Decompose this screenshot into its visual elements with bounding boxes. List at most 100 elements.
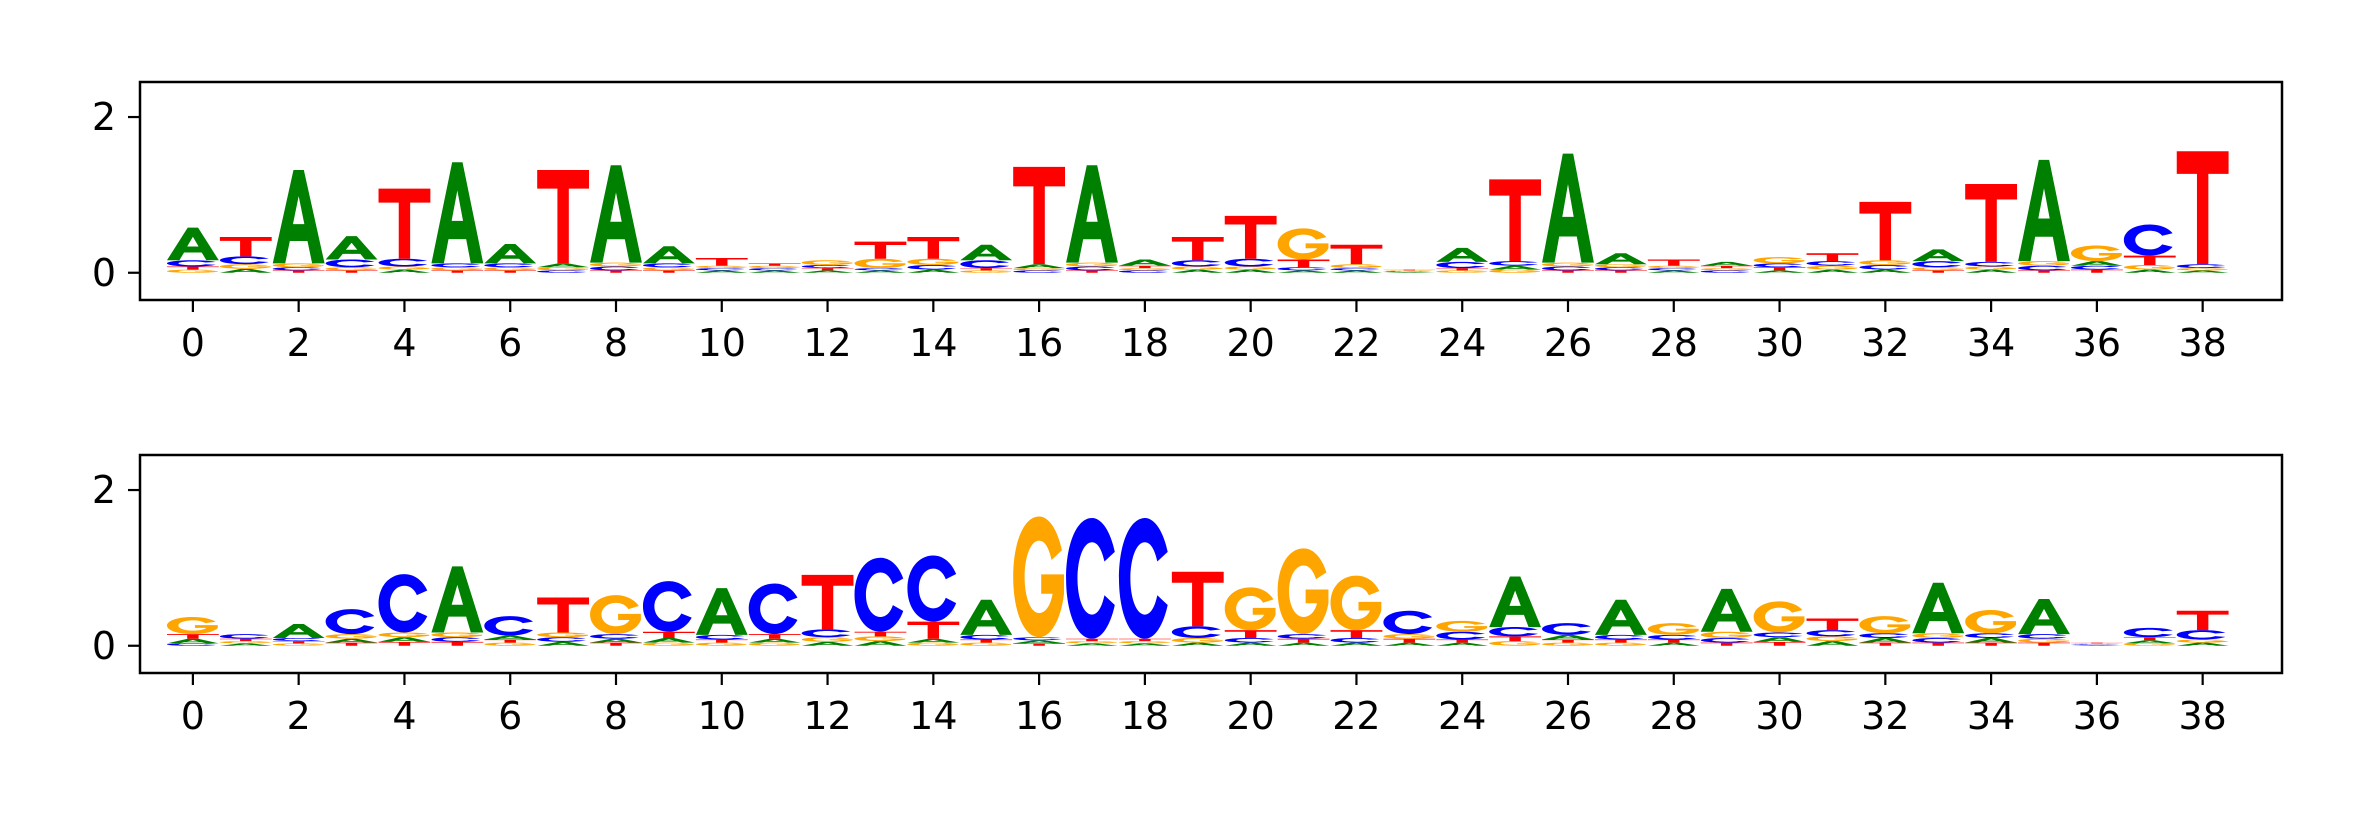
- letter-C-pos-3: [325, 259, 375, 268]
- letter-T-pos-12: [801, 268, 854, 271]
- letter-G-pos-12: [801, 260, 853, 265]
- x-tick-label: 32: [1861, 694, 1909, 738]
- letter-C-pos-28: [1647, 634, 1697, 640]
- letter-G-pos-20: [1224, 266, 1276, 270]
- letter-C-pos-32: [1859, 633, 1909, 638]
- letter-C-pos-7: [537, 270, 586, 273]
- letter-C-pos-24: [1436, 631, 1486, 640]
- letter-G-pos-27: [1594, 642, 1646, 646]
- letter-G-pos-36: [2070, 245, 2122, 262]
- letter-G-pos-33: [1912, 267, 1964, 271]
- letter-C-pos-23: [1383, 610, 1433, 635]
- letter-A-pos-21: [1277, 270, 1330, 273]
- letter-A-pos-37: [2123, 269, 2176, 273]
- letter-A-pos-14: [907, 638, 960, 643]
- letter-C-pos-16: [1013, 270, 1062, 273]
- x-tick-label: 38: [2178, 321, 2226, 365]
- letter-G-pos-3: [325, 634, 377, 639]
- letter-C-pos-24: [1436, 261, 1486, 269]
- letter-C-pos-1: [219, 634, 269, 639]
- letter-C-pos-9: [642, 581, 692, 632]
- letter-A-pos-1: [219, 643, 272, 646]
- letter-C-pos-37: [2123, 224, 2173, 256]
- x-tick-label: 4: [392, 694, 416, 738]
- letter-T-pos-14: [907, 621, 960, 639]
- letter-C-pos-34: [1965, 633, 2014, 638]
- letter-G-pos-13: [854, 258, 906, 269]
- letter-A-pos-25: [1489, 576, 1542, 628]
- letter-G-pos-18: [1118, 268, 1170, 271]
- x-tick-label: 28: [1650, 694, 1698, 738]
- letter-G-pos-18: [1118, 641, 1170, 644]
- x-tick-label: 34: [1967, 694, 2015, 738]
- letter-A-pos-29: [1700, 261, 1753, 266]
- letter-T-pos-13: [854, 241, 907, 259]
- letter-A-pos-19: [1171, 269, 1224, 273]
- letter-C-pos-10: [695, 268, 745, 271]
- letter-C-pos-5: [431, 637, 481, 642]
- letter-G-pos-31: [1806, 265, 1858, 270]
- x-tick-label: 36: [2073, 321, 2121, 365]
- letter-C-pos-8: [590, 266, 639, 271]
- letter-A-pos-35: [2018, 159, 2070, 262]
- x-tick-label: 30: [1755, 321, 1803, 365]
- letter-A-pos-25: [1489, 265, 1542, 270]
- letter-G-pos-6: [484, 267, 536, 271]
- letter-G-pos-1: [219, 641, 271, 644]
- letter-G-pos-19: [1171, 266, 1223, 270]
- letter-T-pos-6: [484, 270, 537, 273]
- letter-G-pos-20: [1224, 587, 1276, 631]
- letter-G-pos-22: [1330, 575, 1382, 631]
- x-tick-label: 2: [287, 694, 311, 738]
- letter-G-pos-29: [1700, 268, 1752, 271]
- letter-G-pos-32: [1859, 260, 1911, 265]
- letter-G-pos-37: [2123, 643, 2175, 646]
- letter-A-pos-9: [642, 637, 695, 643]
- letter-C-pos-19: [1171, 260, 1221, 267]
- x-tick-label: 14: [909, 321, 957, 365]
- letter-A-pos-20: [1224, 642, 1277, 646]
- letter-T-pos-8: [590, 270, 642, 273]
- letter-C-pos-35: [2018, 634, 2067, 639]
- letter-C-pos-18: [1118, 518, 1168, 639]
- letter-A-pos-34: [1965, 269, 2018, 273]
- letter-T-pos-19: [1171, 236, 1224, 261]
- letter-G-pos-33: [1912, 633, 1964, 638]
- letter-G-pos-0: [166, 616, 218, 635]
- letter-C-pos-17: [1066, 518, 1115, 639]
- letter-T-pos-32: [1859, 642, 1912, 646]
- letter-G-pos-24: [1436, 620, 1488, 632]
- letter-C-pos-4: [378, 258, 428, 267]
- letter-A-pos-6: [484, 635, 537, 640]
- letter-G-pos-17: [1066, 641, 1117, 644]
- letter-A-pos-34: [1965, 637, 2018, 643]
- letter-C-pos-0: [166, 643, 216, 646]
- letter-A-pos-33: [1912, 249, 1965, 262]
- letter-A-pos-17: [1066, 643, 1118, 646]
- letter-A-pos-28: [1647, 270, 1700, 273]
- letter-A-pos-17: [1066, 165, 1118, 263]
- letter-A-pos-22: [1330, 270, 1383, 273]
- letter-T-pos-33: [1912, 642, 1965, 646]
- letter-A-pos-1: [219, 268, 272, 273]
- letter-G-pos-10: [695, 642, 747, 646]
- letter-T-pos-13: [854, 631, 907, 637]
- letter-G-pos-7: [537, 267, 588, 271]
- letter-G-pos-21: [1277, 228, 1329, 260]
- x-tick-label: 10: [698, 694, 746, 738]
- y-tick-label: 2: [92, 95, 116, 139]
- x-tick-label: 28: [1650, 321, 1698, 365]
- letter-A-pos-18: [1118, 259, 1171, 266]
- letter-T-pos-5: [431, 270, 484, 273]
- letter-C-pos-33: [1912, 261, 1962, 268]
- x-tick-label: 22: [1332, 321, 1380, 365]
- letter-T-pos-25: [1489, 636, 1542, 642]
- letter-G-pos-4: [378, 632, 430, 638]
- letter-T-pos-37: [2123, 255, 2176, 265]
- letter-C-pos-26: [1542, 623, 1591, 635]
- axes-frame: [138, 453, 2284, 675]
- letter-G-pos-32: [1859, 616, 1911, 634]
- letter-A-pos-0: [166, 638, 219, 644]
- letter-T-pos-7: [537, 597, 590, 633]
- letter-C-pos-14: [907, 555, 957, 622]
